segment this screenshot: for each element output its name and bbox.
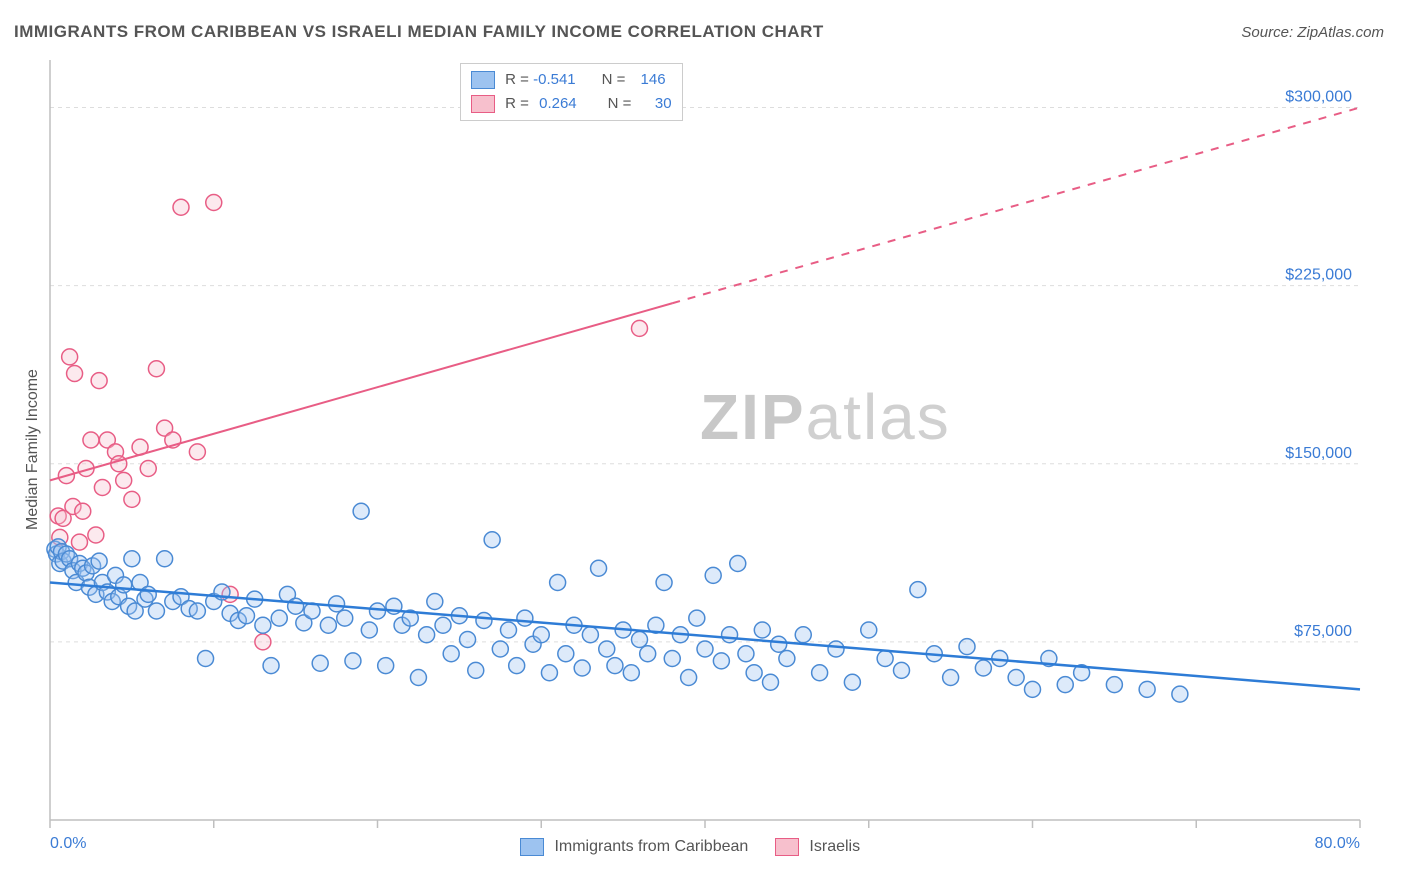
swatch-caribbean [471,71,495,89]
watermark: ZIPatlas [700,380,951,454]
r-value-1: 0.264 [533,92,595,116]
n-label: N = [593,71,629,88]
stats-legend: R = -0.541 N = 146 R = 0.264 N = 30 [460,63,683,121]
watermark-zip: ZIP [700,381,806,453]
series-name-1: Israelis [809,838,860,855]
n-value-0: 146 [630,68,666,92]
stats-row-israelis: R = 0.264 N = 30 [471,92,672,116]
svg-text:$75,000: $75,000 [1294,623,1352,640]
svg-text:0.0%: 0.0% [50,835,86,852]
swatch-israelis-bottom [775,838,799,856]
series-legend: Immigrants from Caribbean Israelis [520,838,860,856]
r-label: R = [505,95,533,112]
r-value-0: -0.541 [533,68,589,92]
watermark-atlas: atlas [806,381,951,453]
svg-text:$150,000: $150,000 [1285,445,1352,462]
n-value-1: 30 [636,92,672,116]
n-label: N = [599,95,635,112]
svg-text:$300,000: $300,000 [1285,89,1352,106]
series-name-0: Immigrants from Caribbean [554,838,748,855]
svg-text:80.0%: 80.0% [1315,835,1360,852]
swatch-caribbean-bottom [520,838,544,856]
swatch-israelis [471,95,495,113]
stats-row-caribbean: R = -0.541 N = 146 [471,68,672,92]
r-label: R = [505,71,533,88]
svg-text:$225,000: $225,000 [1285,267,1352,284]
